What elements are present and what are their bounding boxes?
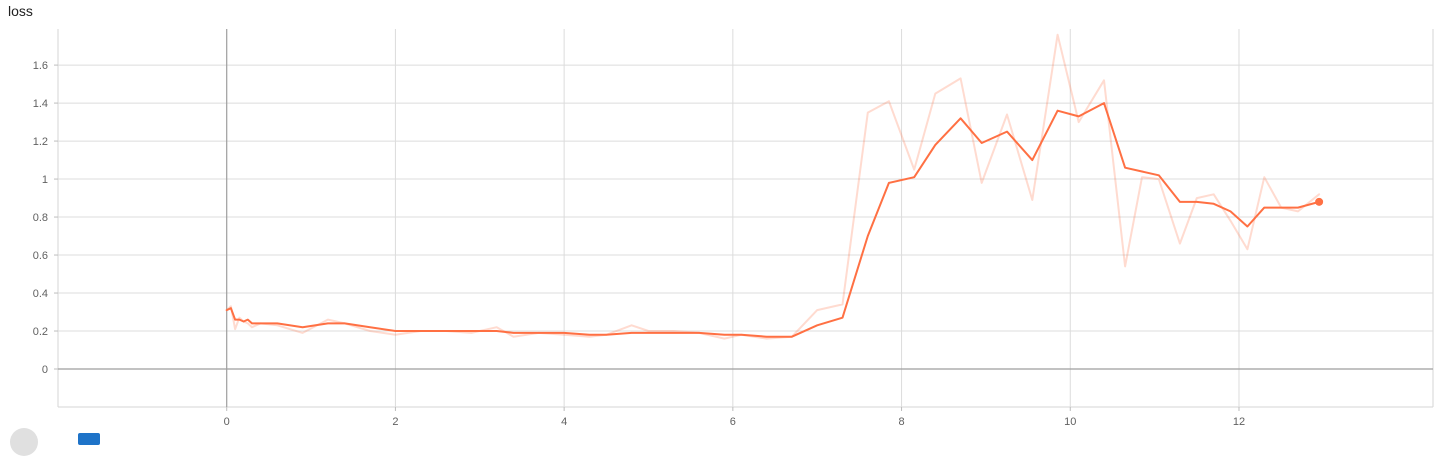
y-tick-label: 0.6 bbox=[33, 250, 48, 262]
y-tick-label: 1 bbox=[42, 174, 48, 186]
grid-lines bbox=[54, 29, 1434, 411]
y-tick-labels: 0 0.2 0.4 0.6 0.8 1 1.2 1.4 1.6 bbox=[33, 60, 48, 376]
last-point-marker bbox=[1315, 197, 1324, 206]
y-tick-label: 1.4 bbox=[33, 98, 48, 110]
x-tick-label: 10 bbox=[1064, 416, 1076, 428]
loss-chart[interactable]: 0 2 4 6 8 10 12 0 0.2 0.4 0.6 0.8 1 1.2 1.4 1.6 bbox=[0, 0, 1443, 437]
y-tick-label: 0.2 bbox=[33, 326, 48, 338]
x-tick-label: 6 bbox=[730, 416, 736, 428]
x-tick-label: 8 bbox=[898, 416, 904, 428]
x-tick-label: 4 bbox=[561, 416, 567, 428]
y-tick-label: 0.4 bbox=[33, 288, 48, 300]
y-tick-label: 0.8 bbox=[33, 212, 48, 224]
chart-title: loss bbox=[8, 3, 33, 19]
series-group bbox=[225, 33, 1324, 340]
axes bbox=[58, 29, 1433, 407]
expand-chart-button[interactable] bbox=[10, 428, 38, 456]
raw-loss-series-line bbox=[225, 33, 1321, 340]
x-tick-label: 0 bbox=[224, 416, 230, 428]
smoothed-loss-series-line bbox=[225, 102, 1321, 338]
y-tick-label: 1.6 bbox=[33, 60, 48, 72]
x-tick-labels: 0 2 4 6 8 10 12 bbox=[224, 416, 1245, 428]
y-tick-label: 0 bbox=[42, 364, 48, 376]
toggle-log-scale-button[interactable] bbox=[78, 433, 100, 445]
y-tick-label: 1.2 bbox=[33, 136, 48, 148]
x-tick-label: 2 bbox=[392, 416, 398, 428]
x-tick-label: 12 bbox=[1233, 416, 1245, 428]
